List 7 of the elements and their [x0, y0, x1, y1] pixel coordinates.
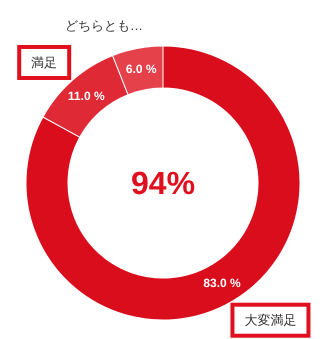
data-label: 11.0 %: [68, 88, 105, 103]
slice-label: どちらとも…: [65, 18, 144, 33]
text: 94%: [130, 165, 196, 201]
slice-label: 大変満足: [244, 312, 296, 328]
slice-label: 満足: [31, 54, 58, 70]
data-label: 83.0 %: [203, 276, 242, 290]
data-label: 6.0 %: [126, 62, 157, 76]
